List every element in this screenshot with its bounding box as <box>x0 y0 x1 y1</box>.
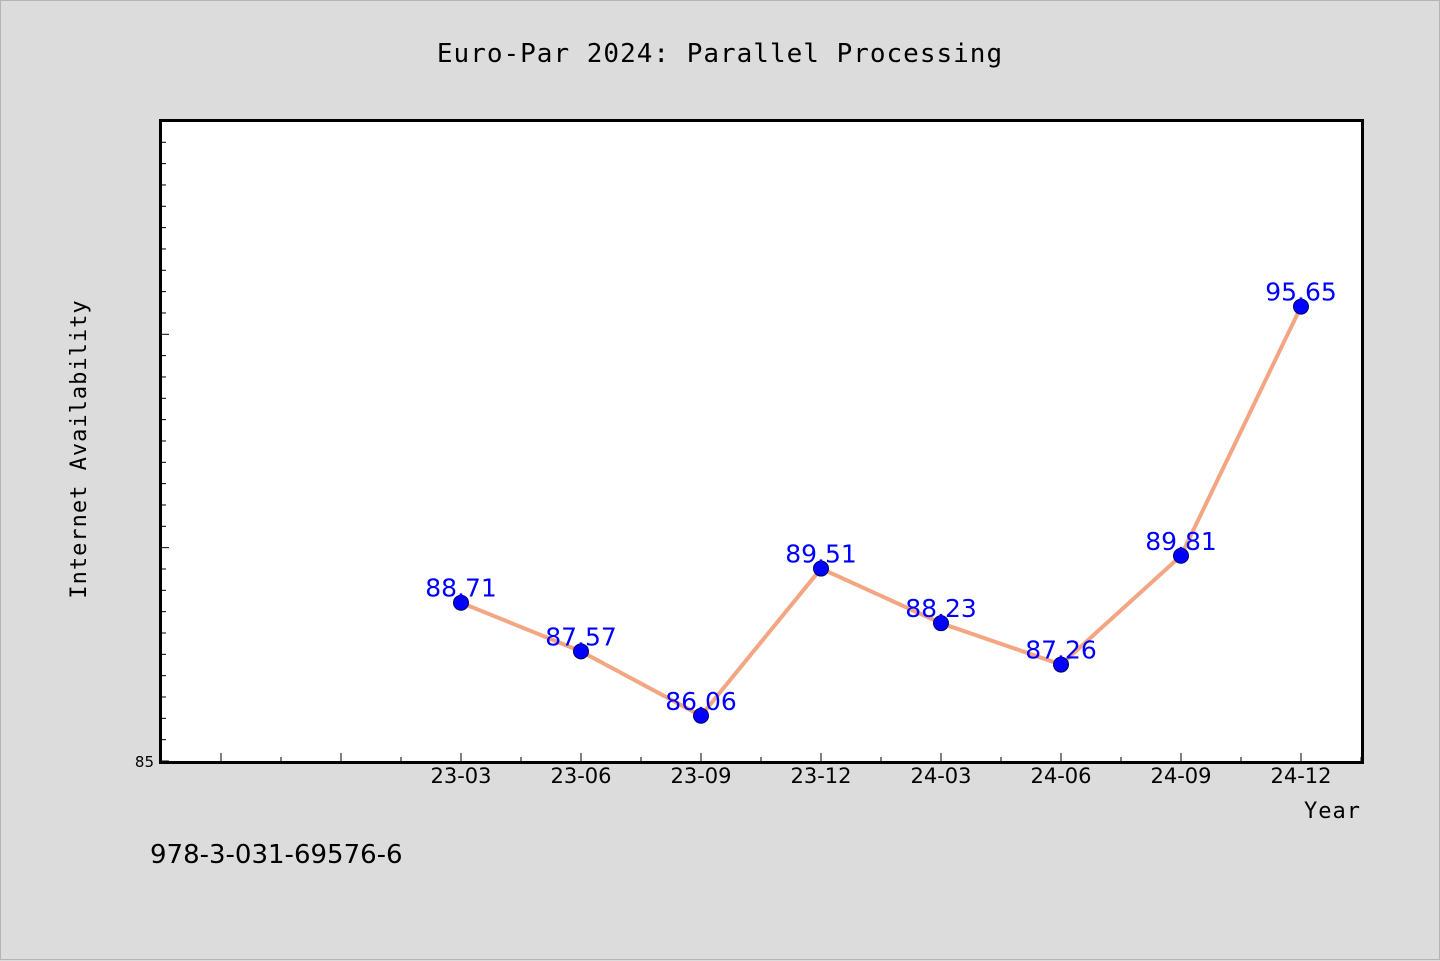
data-point <box>933 615 949 632</box>
data-point <box>573 643 589 660</box>
data-point <box>1293 298 1309 315</box>
data-label: 89.81 <box>1145 527 1217 556</box>
data-label: 95.65 <box>1265 278 1337 307</box>
y-tick-label: 85 <box>135 753 154 771</box>
data-label: 89.51 <box>785 540 857 569</box>
x-tick-label: 24-12 <box>1270 764 1331 788</box>
data-label: 88.71 <box>425 574 497 603</box>
x-tick-label: 23-06 <box>550 764 611 788</box>
y-axis-ticks: 85 <box>135 141 169 771</box>
isbn-footer: 978-3-031-69576-6 <box>150 840 403 870</box>
x-tick-label: 24-09 <box>1150 764 1211 788</box>
data-point <box>453 594 469 611</box>
data-point <box>1053 656 1069 673</box>
plot-area <box>159 119 1364 764</box>
data-labels: 88.71 87.57 86.06 89.51 88.23 87.26 89.81 95.65 <box>425 278 1337 716</box>
data-label: 88.23 <box>905 594 977 623</box>
x-tick-label: 24-06 <box>1030 764 1091 788</box>
chart-title: Euro-Par 2024: Parallel Processing <box>437 39 1003 69</box>
series-line <box>460 305 1303 718</box>
series-line-group <box>460 305 1303 718</box>
data-markers <box>453 298 1309 724</box>
data-point <box>693 707 709 724</box>
data-label: 87.26 <box>1025 636 1097 665</box>
data-label: 86.06 <box>665 687 737 716</box>
x-tick-label: 23-03 <box>430 764 491 788</box>
x-tick-label: 24-03 <box>910 764 971 788</box>
data-point <box>813 560 829 577</box>
x-axis-title: Year <box>1304 799 1361 824</box>
x-axis-ticks: 23-03 23-06 23-09 23-12 24-03 24-06 24-09 24-12 <box>220 753 1362 788</box>
x-tick-label: 23-12 <box>790 764 851 788</box>
data-label: 87.57 <box>545 622 617 651</box>
data-point <box>1173 547 1189 564</box>
x-tick-label: 23-09 <box>670 764 731 788</box>
y-axis-title: Internet Availability <box>67 299 92 598</box>
